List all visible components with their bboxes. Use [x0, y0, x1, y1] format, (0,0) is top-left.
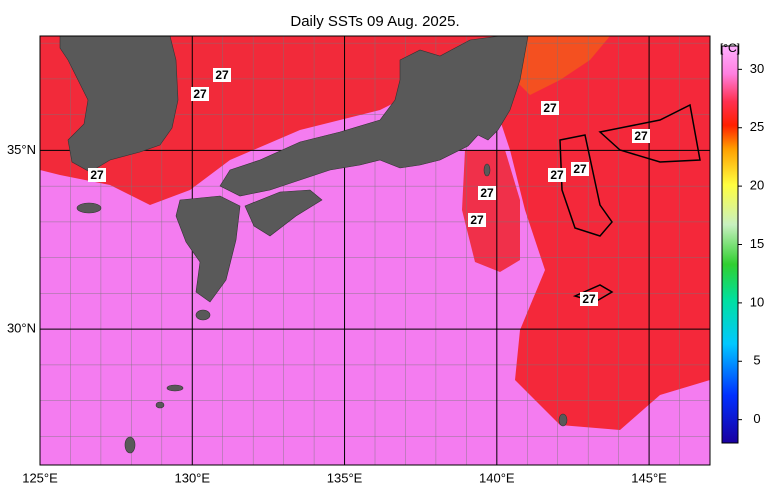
land-island	[558, 413, 568, 427]
warm-water	[462, 150, 520, 272]
contour-label: 27	[543, 101, 557, 115]
contour-label-box	[191, 87, 209, 101]
contour-label: 27	[480, 186, 494, 200]
land-island	[166, 384, 184, 392]
contour-label: 27	[582, 292, 596, 306]
lon-tick-label: 130°E	[174, 470, 210, 485]
contour-label-box	[541, 101, 559, 115]
contour-label: 27	[573, 162, 587, 176]
contour-label-box	[88, 168, 106, 182]
land-island	[124, 436, 136, 454]
map-frame	[39, 35, 711, 466]
colorbar	[721, 45, 739, 444]
land-jeju	[76, 202, 102, 214]
land-island	[483, 163, 491, 177]
land-kyushu	[175, 195, 241, 303]
contour-label: 27	[550, 168, 564, 182]
land-island	[155, 401, 165, 409]
contour-label-box	[478, 186, 496, 200]
contour-label: 27	[193, 87, 207, 101]
contour-label: 27	[90, 168, 104, 182]
lat-tick-label: 35°N	[7, 142, 36, 157]
contour-label-box	[213, 68, 231, 82]
lon-tick-label: 135°E	[327, 470, 363, 485]
colorbar-tick-label: 5	[753, 353, 760, 368]
colorbar-tick-label: 30	[750, 61, 764, 76]
contour-label: 27	[470, 213, 484, 227]
contour-label: 27	[215, 68, 229, 82]
colorbar-tick-label: 20	[750, 178, 764, 193]
colorbar-unit: [°C]	[720, 41, 740, 55]
contour-label-box	[571, 162, 589, 176]
land-island	[195, 309, 211, 321]
colorbar-tick-label: 0	[753, 411, 760, 426]
map-area	[40, 36, 710, 465]
title: Daily SSTs 09 Aug. 2025.	[290, 13, 459, 30]
land-honshu	[219, 36, 529, 197]
warmer-water	[515, 36, 610, 95]
contour-label-box	[632, 129, 650, 143]
lat-tick-label: 30°N	[7, 321, 36, 336]
lon-tick-label: 125°E	[22, 470, 58, 485]
colorbar-tick-label: 15	[750, 236, 764, 251]
colorbar-tick-label: 10	[750, 294, 764, 309]
lon-tick-label: 140°E	[479, 470, 515, 485]
land-shikoku	[244, 189, 323, 237]
lon-tick-label: 145°E	[631, 470, 667, 485]
contour-label-box	[548, 168, 566, 182]
contour-label-box	[580, 292, 598, 306]
contour-label: 27	[634, 129, 648, 143]
colorbar-tick-label: 25	[750, 119, 764, 134]
warm-water	[500, 36, 710, 430]
contour-label-box	[468, 213, 486, 227]
